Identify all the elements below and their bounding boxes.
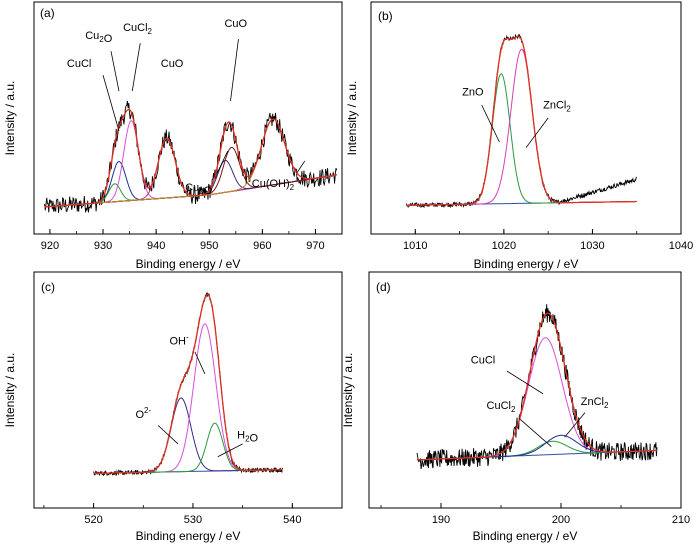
- panel-a-leader-line: [216, 150, 229, 174]
- panel-c-leader-line: [157, 425, 179, 445]
- panel-a-xtick-label: 950: [200, 240, 218, 252]
- panel-a-leader-line: [296, 160, 306, 174]
- panel-a-peak-label: CuCl: [67, 58, 91, 70]
- panel-b-xtick-label: 1010: [403, 240, 427, 252]
- panel-c-xlabel: Binding energy / eV: [136, 529, 241, 543]
- panel-b-raw-spectrum: [405, 33, 638, 209]
- panel-a: (a) 920 930 940 950 960 970 CuCl Cu2O CuCl2 CuO Cu…: [3, 1, 343, 271]
- panel-b-component-0: [406, 73, 637, 206]
- panel-a-xtick-label: 960: [253, 240, 271, 252]
- panel-a-component-5: [44, 146, 337, 208]
- panel-b: (b) 1010 1020 1030 1040 ZnO ZnCl2 Binding ene…: [345, 1, 693, 271]
- panel-b-frame: [370, 1, 682, 235]
- panel-c-envelope: [93, 293, 283, 475]
- panel-c-component-2: [93, 422, 283, 474]
- panel-d-xtick-label: 210: [672, 514, 690, 526]
- panel-d-peak-label: ZnCl2: [581, 396, 609, 410]
- panel-b-xtick-label: 1040: [669, 240, 693, 252]
- panel-c-plot: 520 530 540 OH- O2- H2O: [43, 291, 343, 526]
- panel-d-plot: 190 200 210 CuCl CuCl2 ZnCl2: [380, 304, 690, 526]
- panel-d-xlabel: Binding energy / eV: [473, 529, 578, 543]
- panel-a-xtick-label: 930: [94, 240, 112, 252]
- panel-b-xlabel: Binding energy / eV: [474, 257, 579, 271]
- panel-d-xtick-label: 200: [552, 514, 570, 526]
- panel-d-peak-label: CuCl: [471, 355, 495, 367]
- panel-b-label: (b): [378, 9, 393, 23]
- panel-c-frame: [33, 271, 343, 509]
- panel-a-leader-line: [110, 51, 120, 92]
- panel-d-component-0: [416, 337, 657, 461]
- panel-c-ylabel: Intensity / a.u.: [3, 353, 17, 428]
- panel-b-component-1: [406, 48, 637, 206]
- panel-c-xtick-label: 530: [184, 514, 202, 526]
- panel-d-envelope: [416, 312, 657, 461]
- panel-c-raw-spectrum: [93, 291, 283, 477]
- panel-c: (c) 520 530 540 OH- O2- H2O Binding energy / …: [3, 271, 343, 543]
- panel-d-raw-spectrum: [416, 304, 658, 469]
- panel-b-xtick-label: 1020: [492, 240, 516, 252]
- panel-b-plot: 1010 1020 1030 1040 ZnO ZnCl2: [370, 33, 693, 252]
- panel-a-ylabel: Intensity / a.u.: [3, 81, 17, 156]
- panel-d-frame: [368, 271, 682, 509]
- panel-c-peak-label: H2O: [237, 429, 258, 444]
- panel-b-ylabel: Intensity / a.u.: [345, 81, 359, 156]
- panel-c-peak-label: O2-: [135, 406, 151, 421]
- panel-c-xtick-label: 540: [283, 514, 301, 526]
- panel-b-peak-label: ZnCl2: [543, 100, 571, 114]
- panel-d-label: (d): [376, 280, 391, 294]
- panel-b-leader-line: [481, 104, 500, 143]
- panel-a-xlabel: Binding energy / eV: [136, 257, 241, 271]
- panel-b-peak-label: ZnO: [462, 87, 484, 99]
- panel-b-leader-line: [525, 117, 549, 148]
- panel-a-leader-line: [131, 43, 141, 92]
- panel-c-xtick-label: 520: [84, 514, 102, 526]
- panel-a-xtick-label: 970: [306, 240, 324, 252]
- panel-c-label: (c): [41, 280, 55, 294]
- panel-b-xtick-label: 1030: [580, 240, 604, 252]
- panel-a-leader-line: [230, 39, 239, 102]
- panel-b-envelope: [406, 35, 637, 206]
- panel-a-leader-line: [102, 75, 120, 132]
- panel-a-xtick-label: 940: [147, 240, 165, 252]
- panel-d-leader-line: [506, 370, 544, 395]
- panel-a-peak-label: Cu2O: [85, 30, 113, 45]
- panel-a-envelope: [44, 108, 337, 208]
- panel-c-leader-line: [217, 443, 243, 458]
- panel-d: (d) 190 200 210 CuCl CuCl2 ZnCl2 Binding ener…: [341, 271, 690, 543]
- panel-c-leader-line: [194, 351, 206, 375]
- panel-a-label: (a): [40, 6, 55, 20]
- panel-d-peak-label: CuCl2: [487, 400, 516, 414]
- panel-a-frame: [33, 1, 343, 235]
- panel-a-peak-label: CuCl2: [123, 22, 152, 36]
- panel-d-xtick-label: 190: [432, 514, 450, 526]
- panel-a-peak-label: CuO: [161, 58, 184, 70]
- panel-a-raw-spectrum: [44, 101, 338, 213]
- panel-a-peak-label: Cu(OH)2: [252, 178, 295, 192]
- panel-a-peak-label: Cu2O: [185, 182, 213, 197]
- panel-a-peak-label: CuO: [224, 18, 247, 30]
- panel-c-peak-label: OH-: [169, 332, 189, 347]
- panel-d-ylabel: Intensity / a.u.: [341, 353, 355, 428]
- panel-a-xtick-label: 920: [41, 240, 59, 252]
- panel-d-leader-line: [564, 412, 586, 438]
- panel-c-component-1: [93, 323, 283, 474]
- panel-a-plot: 920 930 940 950 960 970 CuCl Cu2O CuCl2 CuO CuO Cu2…: [41, 18, 343, 252]
- panel-d-leader-line: [518, 418, 552, 447]
